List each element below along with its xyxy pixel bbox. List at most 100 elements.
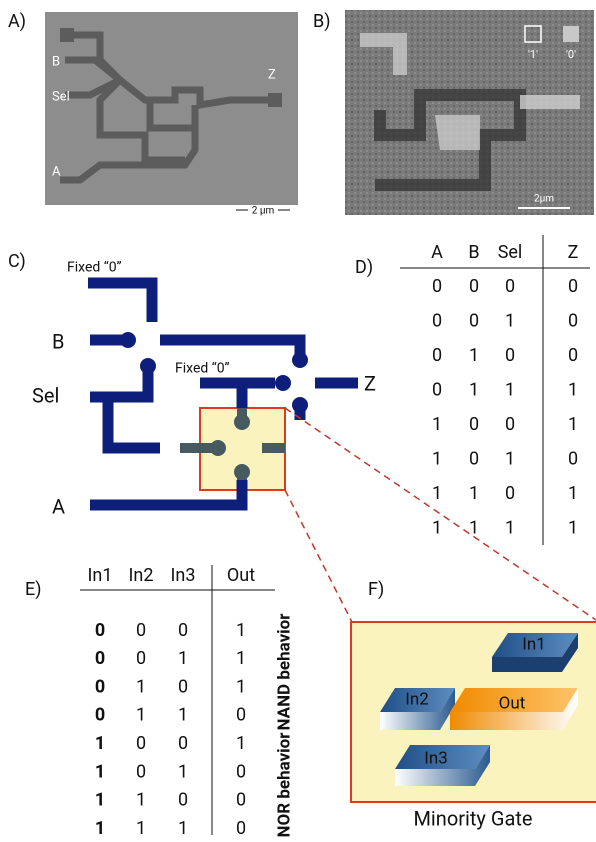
panel-label: F) [368, 579, 384, 600]
table-cell: 1 [568, 414, 578, 435]
fixed-label: Fixed “0” [175, 361, 230, 377]
table-cell: 1 [432, 448, 442, 469]
table-header: Z [568, 242, 579, 263]
table-cell: 1 [505, 517, 515, 538]
sem-annotation: Sel [52, 89, 70, 104]
table-cell: 0 [432, 345, 442, 366]
table-cell: 1 [236, 648, 246, 669]
sem-image-b: '1' '0' 2µm [345, 10, 594, 215]
scale-bar-label: 2µm [534, 194, 554, 205]
table-cell: 0 [236, 818, 246, 839]
legend-label: '1' [528, 48, 538, 61]
scale-bar-label: 2 µm [252, 206, 275, 217]
table-cell: 1 [95, 733, 105, 754]
table-header: A [431, 242, 443, 263]
table-cell: 0 [95, 620, 105, 641]
table-cell: 0 [95, 676, 105, 697]
input-label: A [52, 494, 65, 518]
table-header: Out [227, 565, 255, 586]
table-cell: 1 [136, 676, 146, 697]
table-cell: 1 [469, 379, 479, 400]
table-cell: 0 [568, 448, 578, 469]
sem-annotation: B [52, 54, 60, 69]
table-cell: 0 [469, 310, 479, 331]
truth-table: NAND behavior NOR behavior In1 In2 In3 Out 0… [80, 565, 294, 839]
table-cell: 0 [236, 705, 246, 726]
table-cell: 1 [236, 733, 246, 754]
sem-annotation: A [52, 164, 61, 179]
table-cell: 1 [469, 517, 479, 538]
panel-label: A) [8, 11, 26, 32]
sem-image-a: B Sel A Z 2 µm [45, 12, 298, 217]
panel-label: E) [25, 579, 42, 600]
table-cell: 1 [95, 818, 105, 839]
table-cell: 0 [432, 379, 442, 400]
input-label: B [52, 329, 64, 353]
table-cell: 0 [469, 276, 479, 297]
table-cell: 0 [136, 648, 146, 669]
table-cell: 1 [432, 414, 442, 435]
table-cell: 0 [178, 733, 188, 754]
table-cell: 0 [136, 733, 146, 754]
panel-label: C) [8, 251, 26, 272]
table-cell: 0 [505, 345, 515, 366]
legend-label: '0' [566, 48, 576, 61]
table-cell: 0 [178, 620, 188, 641]
caption: Minority Gate [413, 806, 532, 830]
table-header: Sel [498, 242, 523, 263]
group-label: NAND behavior [274, 613, 294, 731]
table-cell: 0 [505, 483, 515, 504]
table-cell: 0 [432, 276, 442, 297]
block-label: In1 [522, 634, 546, 654]
table-cell: 0 [469, 448, 479, 469]
table-cell: 0 [469, 414, 479, 435]
table-cell: 1 [136, 790, 146, 811]
table-cell: 1 [505, 448, 515, 469]
table-cell: 0 [136, 620, 146, 641]
table-cell: 1 [505, 379, 515, 400]
minority-gate: In1 In2 Out In3 Minority Gate [351, 622, 596, 830]
output-label: Z [364, 371, 376, 395]
block-label: In3 [424, 748, 448, 768]
table-cell: 0 [505, 276, 515, 297]
table-cell: 0 [95, 705, 105, 726]
table-cell: 0 [568, 345, 578, 366]
table-cell: 1 [469, 483, 479, 504]
table-cell: 1 [236, 676, 246, 697]
block-label: Out [499, 693, 526, 713]
table-cell: 0 [236, 790, 246, 811]
fixed-label: Fixed “0” [67, 260, 122, 276]
table-cell: 0 [568, 276, 578, 297]
table-cell: 0 [178, 676, 188, 697]
sem-annotation: Z [268, 67, 276, 82]
table-cell: 1 [568, 483, 578, 504]
table-cell: 1 [432, 517, 442, 538]
figure: A) B Sel A Z 2 µm B) '1' '0' 2µm [0, 0, 596, 842]
table-cell: 1 [178, 818, 188, 839]
panel-label: B) [313, 11, 330, 32]
group-label: NOR behavior [274, 732, 294, 838]
table-cell: 0 [432, 310, 442, 331]
table-cell: 1 [432, 483, 442, 504]
table-cell: 1 [136, 705, 146, 726]
table-cell: 0 [236, 761, 246, 782]
table-cell: 1 [136, 818, 146, 839]
table-header: In3 [171, 565, 196, 586]
table-cell: 1 [178, 705, 188, 726]
table-cell: 1 [95, 790, 105, 811]
table-cell: 1 [95, 761, 105, 782]
block-label: In2 [405, 689, 429, 709]
table-header: B [468, 242, 479, 263]
table-cell: 1 [505, 310, 515, 331]
table-cell: 1 [178, 761, 188, 782]
table-cell: 1 [568, 379, 578, 400]
table-cell: 1 [178, 648, 188, 669]
table-cell: 0 [505, 414, 515, 435]
table-cell: 0 [136, 761, 146, 782]
table-header: In2 [129, 565, 154, 586]
table-cell: 1 [568, 517, 578, 538]
panel-label: D) [355, 257, 373, 278]
table-cell: 0 [95, 648, 105, 669]
table-header: In1 [88, 565, 113, 586]
